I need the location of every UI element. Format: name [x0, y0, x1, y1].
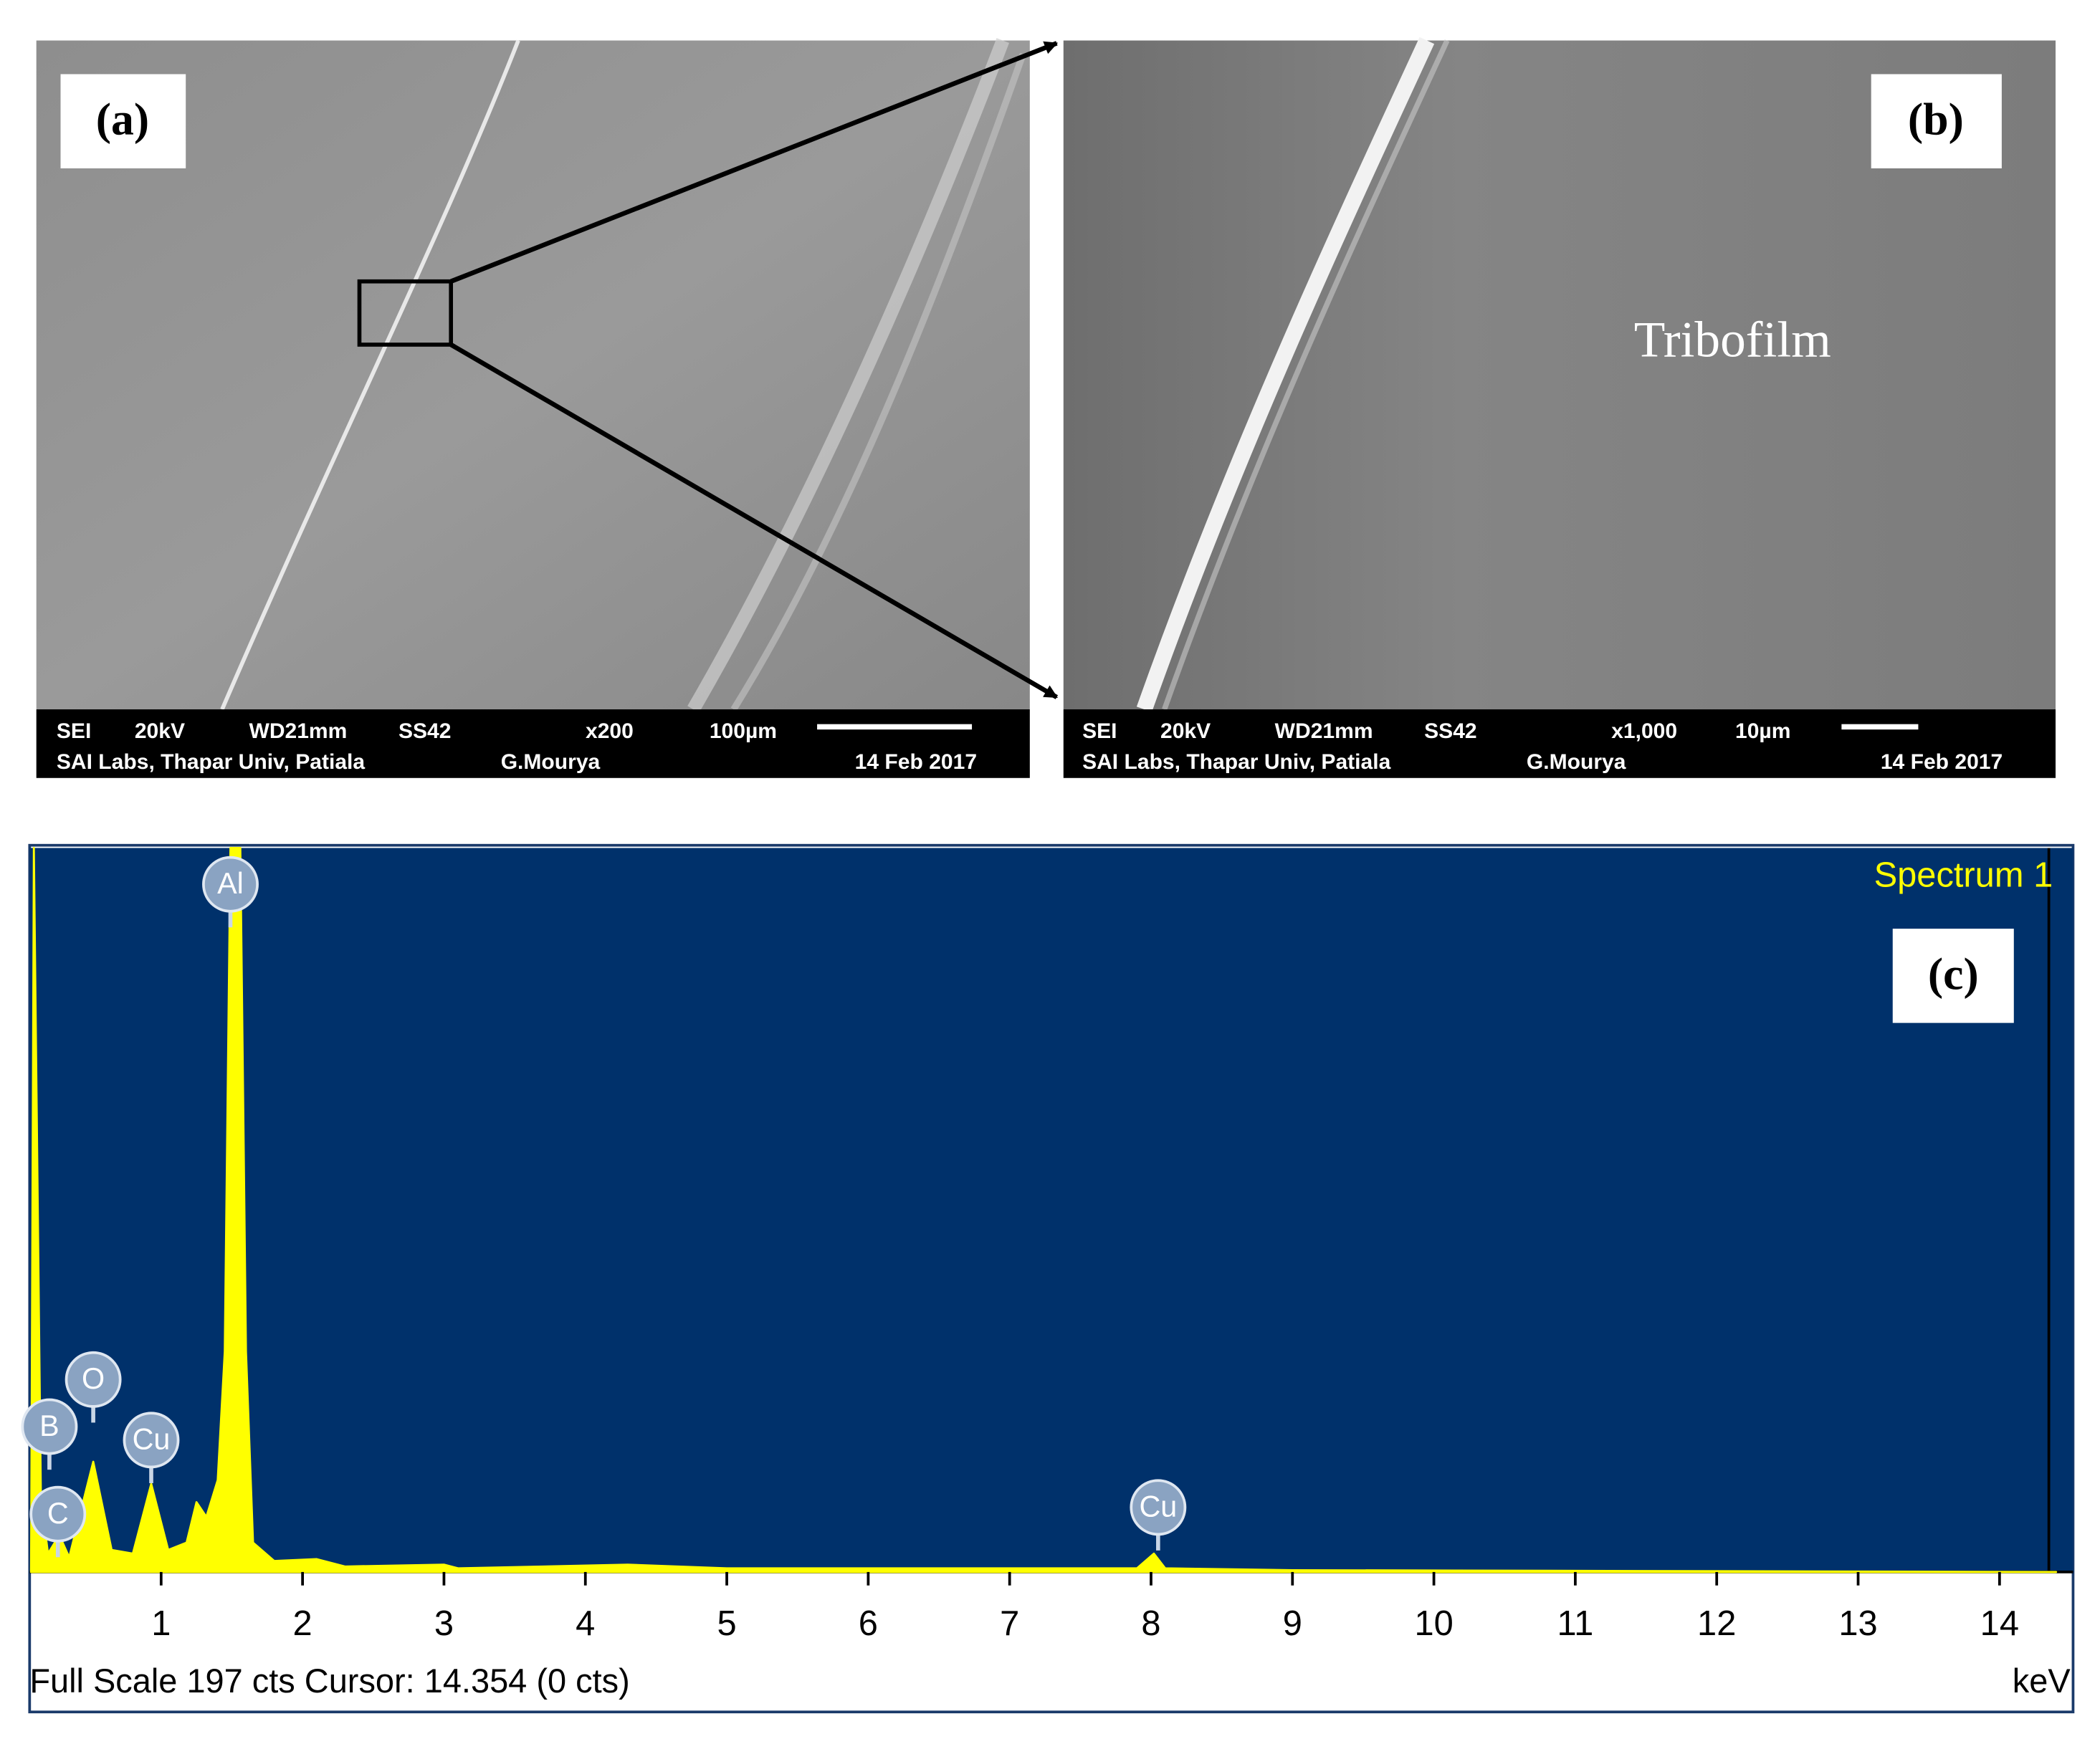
x-tick-label: 14 — [1980, 1604, 2019, 1643]
info-text: SS42 — [398, 719, 452, 743]
x-tick-label: 8 — [1141, 1604, 1160, 1643]
x-axis-label: keV — [2013, 1662, 2071, 1700]
peak-label: Cu — [133, 1423, 171, 1456]
zoom-arrow — [449, 41, 1059, 284]
peak-marker — [1130, 1479, 1187, 1536]
x-tick-label: 7 — [1000, 1604, 1019, 1643]
peak-label: Cu — [1139, 1490, 1177, 1523]
x-tick-label: 10 — [1414, 1604, 1453, 1643]
x-tick-label: 1 — [151, 1604, 171, 1643]
info-text: SS42 — [1424, 719, 1477, 743]
info-text: 20kV — [1160, 719, 1211, 743]
x-tick-label: 3 — [434, 1604, 454, 1643]
peak-marker — [202, 856, 259, 913]
panel-label-box — [1892, 929, 2014, 1023]
info-text: SEI — [1082, 719, 1117, 743]
info-text: WD21mm — [1275, 719, 1373, 743]
x-tick-label: 4 — [576, 1604, 595, 1643]
info-text: SEI — [57, 719, 91, 743]
peak-marker — [123, 1412, 180, 1469]
info-text: 10µm — [1735, 719, 1790, 743]
info-text: SAI Labs, Thapar Univ, Patiala — [57, 750, 366, 774]
peak-marker — [21, 1398, 78, 1455]
x-tick-label: 2 — [293, 1604, 312, 1643]
x-tick-label: 13 — [1838, 1604, 1877, 1643]
info-text: 20kV — [135, 719, 185, 743]
sem-image-b — [1063, 37, 2056, 778]
peak-marker — [29, 1485, 87, 1543]
x-tick-label: 11 — [1557, 1604, 1594, 1643]
panel-label: (b) — [1908, 94, 1964, 145]
annotation: Tribofilm — [1634, 311, 1831, 368]
x-tick-label: 12 — [1697, 1604, 1736, 1643]
peak-label: B — [39, 1409, 59, 1442]
info-text: 14 Feb 2017 — [1881, 750, 2003, 774]
info-text: G.Mourya — [1527, 750, 1626, 774]
footer: Full Scale 197 cts Cursor: 14.354 (0 cts… — [29, 1662, 629, 1700]
peak-label: O — [82, 1362, 105, 1395]
info-text: 100µm — [710, 719, 777, 743]
sem-image-a — [36, 38, 1030, 778]
x-tick-label: 6 — [859, 1604, 878, 1643]
peak-label: Al — [217, 867, 244, 900]
info-text: x1,000 — [1611, 719, 1677, 743]
info-text: WD21mm — [249, 719, 347, 743]
plot-area — [29, 848, 2073, 1572]
panel-label: (c) — [1928, 948, 1979, 999]
zoom-arrow — [449, 342, 1059, 699]
info-text: G.Mourya — [501, 750, 601, 774]
info-text: x200 — [586, 719, 634, 743]
peak-label: C — [47, 1497, 69, 1530]
x-tick-label: 5 — [717, 1604, 736, 1643]
info-text: 14 Feb 2017 — [855, 750, 977, 774]
x-tick-label: 9 — [1283, 1604, 1302, 1643]
peak-marker — [65, 1351, 122, 1408]
spectrum-title: Spectrum 1 — [1874, 856, 2053, 895]
panel-label: (a) — [96, 94, 149, 145]
info-text: SAI Labs, Thapar Univ, Patiala — [1082, 750, 1391, 774]
